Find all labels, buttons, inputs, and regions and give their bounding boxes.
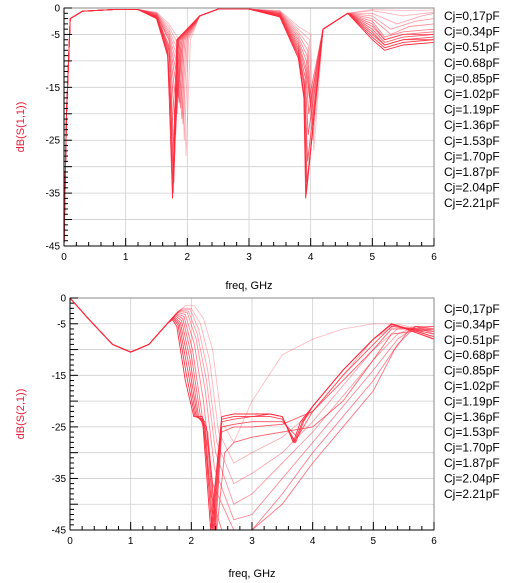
legend-entry: Cj=1.36pF — [444, 118, 500, 132]
y-tick-label: -15 — [46, 83, 61, 94]
legend-entry: Cj=0,17pF — [444, 9, 500, 23]
legend-entry: Cj=1.87pF — [444, 456, 500, 470]
y-tick-label: -35 — [46, 189, 61, 200]
x-axis-title: freq, GHz — [225, 280, 272, 292]
legend-entry: Cj=2.04pF — [444, 471, 500, 485]
y-tick-label: 0 — [54, 4, 60, 15]
y-tick-label: -5 — [57, 319, 66, 330]
x-tick-label: 1 — [128, 536, 134, 547]
x-tick-label: 0 — [61, 252, 67, 263]
x-tick-label: 6 — [431, 536, 437, 547]
legend-entry: Cj=1.19pF — [444, 103, 500, 117]
x-tick-label: 6 — [431, 252, 437, 263]
y-tick-label: -5 — [51, 30, 60, 41]
y-axis-title: dB(S(2,1)) — [15, 389, 27, 440]
y-tick-label: 0 — [60, 294, 66, 305]
legend-entry: Cj=2.04pF — [444, 181, 500, 195]
chart-2: 0 1 2 3 4 5 6 0 -5 -15 -25 -35 -45 dB(S(2,1)) freq, GH… — [15, 294, 500, 581]
legend-entry: Cj=2.21pF — [444, 196, 500, 210]
series-group — [69, 297, 435, 531]
y-tick-label: -25 — [52, 422, 67, 433]
legend-entry: Cj=1.02pF — [444, 87, 500, 101]
series-line — [63, 8, 435, 247]
y-tick-label: -45 — [46, 242, 61, 253]
y-tick-label: -45 — [52, 526, 67, 537]
x-tick-label: 4 — [308, 252, 314, 263]
x-tick-label: 2 — [185, 252, 191, 263]
legend-entry: Cj=2.21pF — [444, 487, 500, 501]
legend-entry: Cj=0.68pF — [444, 56, 500, 70]
legend-entry: Cj=1.87pF — [444, 165, 500, 179]
legend-entry: Cj=0.85pF — [444, 364, 500, 378]
legend-entry: Cj=0.85pF — [444, 71, 500, 85]
legend-entry: Cj=0,17pF — [444, 302, 500, 316]
y-tick-label: -35 — [52, 474, 67, 485]
legend-entry: Cj=0.34pF — [444, 25, 500, 39]
legend-entry: Cj=1.70pF — [444, 441, 500, 455]
x-tick-label: 0 — [67, 536, 73, 547]
y-axis-title: dB(S(1,1)) — [15, 102, 27, 153]
series-line — [69, 297, 435, 531]
legend-entry: Cj=1.19pF — [444, 394, 500, 408]
x-tick-label: 4 — [310, 536, 316, 547]
legend-entry: Cj=1.36pF — [444, 410, 500, 424]
x-tick-label: 1 — [123, 252, 129, 263]
legend-entry: Cj=1.70pF — [444, 149, 500, 163]
legend-entry: Cj=1.53pF — [444, 425, 500, 439]
x-tick-label: 2 — [189, 536, 195, 547]
x-tick-label: 3 — [249, 536, 255, 547]
legend-entry: Cj=1.02pF — [444, 379, 500, 393]
legend-entry: Cj=0.51pF — [444, 40, 500, 54]
x-axis-title: freq, GHz — [228, 568, 275, 580]
series-group — [63, 8, 435, 247]
legend-entry: Cj=0.51pF — [444, 333, 500, 347]
y-tick-label: -15 — [52, 371, 67, 382]
y-tick-label: -25 — [46, 136, 61, 147]
legend-entry: Cj=0.34pF — [444, 317, 500, 331]
legend-entry: Cj=0.68pF — [444, 348, 500, 362]
legend-entry: Cj=1.53pF — [444, 134, 500, 148]
x-tick-label: 3 — [246, 252, 252, 263]
x-tick-label: 5 — [370, 252, 376, 263]
chart-1: 0 1 2 3 4 5 6 0 -5 -15 -25 -35 -45 dB(S(1,1)) freq, GH… — [15, 4, 500, 293]
x-tick-label: 5 — [371, 536, 377, 547]
